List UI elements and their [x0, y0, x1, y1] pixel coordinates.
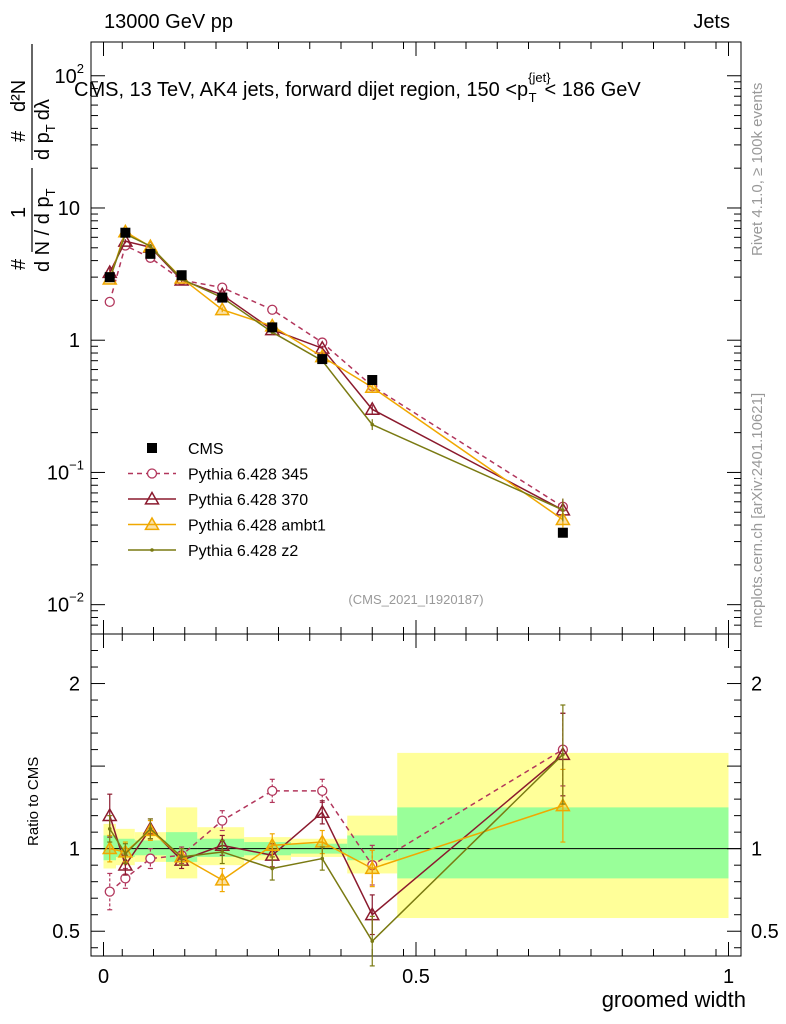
- data-point-cms: [317, 354, 328, 365]
- legend: CMS Pythia 6.428 345 Pythia 6.428 370 Pythi…: [128, 441, 326, 560]
- series-point-ratio-2: [264, 837, 281, 851]
- series-point-main-3: [148, 244, 153, 248]
- data-point-cms: [120, 227, 131, 238]
- data-point-cms: [176, 270, 187, 281]
- series-point-ratio-3: [561, 752, 565, 757]
- header-left-label: 13000 GeV pp: [104, 11, 233, 33]
- series-point-main-3: [370, 422, 375, 427]
- series-point-ratio-0: [145, 853, 156, 864]
- series-point-ratio-3: [320, 856, 325, 861]
- series-point-ratio-3: [270, 866, 275, 871]
- y-ratio-tick-label-right: 0.5: [751, 921, 779, 943]
- series-point-ratio-3: [179, 855, 184, 859]
- series-point-main-2: [214, 301, 231, 316]
- header-right-label: Jets: [693, 11, 730, 33]
- band-green-2: [134, 840, 166, 856]
- y-ratio-tick-label: 1: [69, 839, 80, 861]
- series-point-main-0: [267, 304, 278, 315]
- legend-marker: [144, 490, 160, 505]
- y-main-tick-label: 10−1: [47, 457, 84, 484]
- series-point-ratio-2: [555, 797, 571, 812]
- y-ratio-tick-label: 0.5: [52, 921, 80, 943]
- plot-title-superscript: {jet}: [528, 70, 551, 85]
- legend-label: Pythia 6.428 345: [188, 467, 308, 484]
- svg-text:d pTdλ: d pTdλ: [32, 99, 58, 160]
- axis-ticks: 0 0.5 1 10−2 10−1 1 10 102 0.5 0.5 1 1 2 2: [47, 42, 779, 988]
- series-point-main-2: [364, 379, 381, 393]
- legend-marker: [147, 443, 157, 453]
- data-point-cms: [104, 272, 115, 283]
- series-point-ratio-0: [317, 785, 328, 797]
- series-point-ratio-3: [123, 851, 128, 856]
- series-point-main-1: [364, 401, 381, 415]
- data-point-cms: [145, 248, 156, 259]
- series-point-ratio-0: [217, 815, 228, 826]
- x-tick-label: 0.5: [402, 966, 430, 988]
- series-point-ratio-3: [370, 939, 375, 943]
- series-point-ratio-0: [267, 785, 278, 797]
- y-axis-label-ratio: Ratio to CMS: [25, 757, 42, 846]
- svg-text:d²N: d²N: [8, 80, 30, 112]
- main-series-layer: [101, 223, 571, 538]
- legend-marker: [146, 468, 158, 479]
- svg-text:#: #: [8, 258, 30, 270]
- mcplots-label: mcplots.cern.ch [arXiv:2401.10621]: [749, 393, 766, 628]
- legend-label: Pythia 6.428 370: [188, 492, 308, 509]
- series-point-main-1: [314, 340, 331, 354]
- series-point-main-3: [561, 508, 565, 512]
- x-axis-label: groomed width: [602, 987, 746, 1012]
- series-point-main-0: [104, 296, 115, 308]
- series-point-ratio-3: [107, 827, 112, 831]
- series-point-ratio-1: [314, 804, 331, 818]
- svg-text:#: #: [8, 130, 30, 142]
- series-point-ratio-0: [104, 886, 115, 897]
- y-axis-label-main: # 1 d N / d pT # d²N d pTdλ: [8, 44, 58, 272]
- y-main-tick-label: 10: [58, 198, 80, 220]
- legend-label: CMS: [188, 441, 224, 458]
- legend-marker: [150, 548, 154, 552]
- ratio-uncertainty-bands: [91, 752, 741, 919]
- ratio-series-layer: [101, 704, 571, 967]
- y-ratio-tick-label: 2: [69, 674, 80, 696]
- data-point-cms: [267, 322, 278, 333]
- data-point-cms: [557, 527, 568, 538]
- data-point-cms: [367, 375, 378, 386]
- analysis-label: (CMS_2021_I1920187): [348, 592, 483, 607]
- legend-marker: [144, 516, 160, 531]
- x-tick-label: 0: [98, 966, 109, 988]
- data-point-cms: [217, 292, 228, 303]
- y-ratio-tick-label-right: 2: [751, 674, 762, 696]
- legend-label: Pythia 6.428 ambt1: [188, 518, 326, 535]
- series-point-ratio-2: [214, 872, 231, 886]
- svg-text:d N / d pT: d N / d pT: [32, 188, 58, 272]
- svg-text:1: 1: [8, 207, 30, 218]
- y-ratio-tick-label-right: 1: [751, 839, 762, 861]
- series-point-ratio-3: [220, 850, 225, 854]
- series-point-ratio-2: [101, 840, 118, 855]
- series-point-ratio-2: [364, 860, 381, 875]
- plot-title-subscript: T: [529, 90, 537, 105]
- rivet-version-label: Rivet 4.1.0, ≥ 100k events: [749, 83, 766, 256]
- x-tick-label: 1: [723, 966, 734, 988]
- y-main-tick-label: 10−2: [47, 590, 84, 617]
- legend-label: Pythia 6.428 z2: [188, 543, 298, 560]
- series-point-ratio-3: [148, 827, 153, 831]
- y-main-tick-label: 102: [55, 61, 84, 88]
- y-main-tick-label: 1: [69, 330, 80, 352]
- series-point-ratio-1: [117, 857, 134, 871]
- plot-title: CMS, 13 TeV, AK4 jets, forward dijet reg…: [74, 70, 641, 105]
- band-green-4: [197, 838, 245, 857]
